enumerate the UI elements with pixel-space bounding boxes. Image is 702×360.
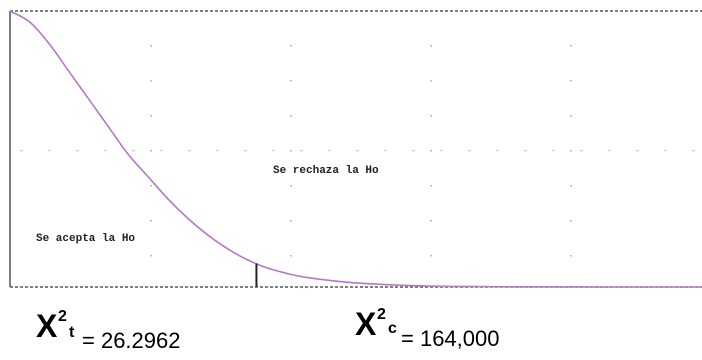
- grid-dot: [570, 45, 572, 47]
- grid-midline-dash: [20, 150, 23, 152]
- grid-midline-dash: [104, 150, 107, 152]
- grid-dot: [150, 150, 152, 152]
- grid-midline-dash: [216, 150, 219, 152]
- grid-dot: [430, 45, 432, 47]
- grid-dot: [570, 185, 572, 187]
- table-stat-symbol: X: [36, 308, 58, 344]
- chart-area: Se acepta la Ho Se rechaza la Ho: [9, 10, 702, 288]
- computed-stat-subscript: c: [388, 320, 397, 337]
- grid-dot: [150, 255, 152, 257]
- grid-dot: [430, 185, 432, 187]
- grid-midline-dash: [132, 150, 135, 152]
- grid-midline-dash: [524, 150, 527, 152]
- grid-dot: [430, 115, 432, 117]
- grid-dot: [430, 220, 432, 222]
- accept-region-label: Se acepta la Ho: [36, 233, 135, 245]
- grid-dot: [290, 45, 292, 47]
- grid-dot: [290, 220, 292, 222]
- grid-dot: [570, 80, 572, 82]
- computed-stat-symbol: X: [355, 306, 377, 342]
- grid-dot: [290, 150, 292, 152]
- table-stat-subscript: t: [69, 324, 75, 341]
- grid-midline-dash: [440, 150, 443, 152]
- computed-stat-value: = 164,000: [401, 326, 500, 351]
- grid-dot: [570, 255, 572, 257]
- grid-dot: [290, 255, 292, 257]
- grid-midline-dash: [272, 150, 275, 152]
- grid-layer: [20, 45, 695, 257]
- grid-dot: [150, 115, 152, 117]
- grid-midline-dash: [664, 150, 667, 152]
- grid-midline-dash: [468, 150, 471, 152]
- grid-dot: [570, 150, 572, 152]
- grid-midline-dash: [160, 150, 163, 152]
- grid-dot: [430, 255, 432, 257]
- grid-dot: [290, 80, 292, 82]
- computed-stat-superscript: 2: [377, 306, 386, 323]
- grid-midline-dash: [300, 150, 303, 152]
- chi-square-chart: Se acepta la Ho Se rechaza la Ho: [9, 10, 702, 288]
- table-chi-square-stat: X 2 t = 26.2962: [36, 300, 296, 360]
- table-stat-value: = 26.2962: [82, 328, 181, 353]
- grid-midline-dash: [692, 150, 695, 152]
- grid-midline-dash: [244, 150, 247, 152]
- grid-midline-dash: [48, 150, 51, 152]
- computed-chi-square-stat: X 2 c = 164,000: [355, 300, 595, 360]
- grid-dot: [430, 150, 432, 152]
- grid-dot: [150, 220, 152, 222]
- grid-midline-dash: [552, 150, 555, 152]
- grid-midline-dash: [188, 150, 191, 152]
- grid-midline-dash: [76, 150, 79, 152]
- grid-midline-dash: [496, 150, 499, 152]
- grid-dot: [150, 80, 152, 82]
- grid-midline-dash: [580, 150, 583, 152]
- grid-midline-dash: [356, 150, 359, 152]
- grid-midline-dash: [328, 150, 331, 152]
- grid-dot: [150, 45, 152, 47]
- grid-dot: [290, 115, 292, 117]
- density-curve: [9, 10, 702, 288]
- grid-dot: [570, 115, 572, 117]
- grid-midline-dash: [608, 150, 611, 152]
- grid-midline-dash: [384, 150, 387, 152]
- grid-midline-dash: [412, 150, 415, 152]
- grid-dot: [570, 220, 572, 222]
- grid-dot: [150, 185, 152, 187]
- grid-dot: [290, 185, 292, 187]
- grid-midline-dash: [636, 150, 639, 152]
- table-stat-superscript: 2: [58, 308, 67, 325]
- reject-region-label: Se rechaza la Ho: [273, 165, 379, 177]
- grid-dot: [430, 80, 432, 82]
